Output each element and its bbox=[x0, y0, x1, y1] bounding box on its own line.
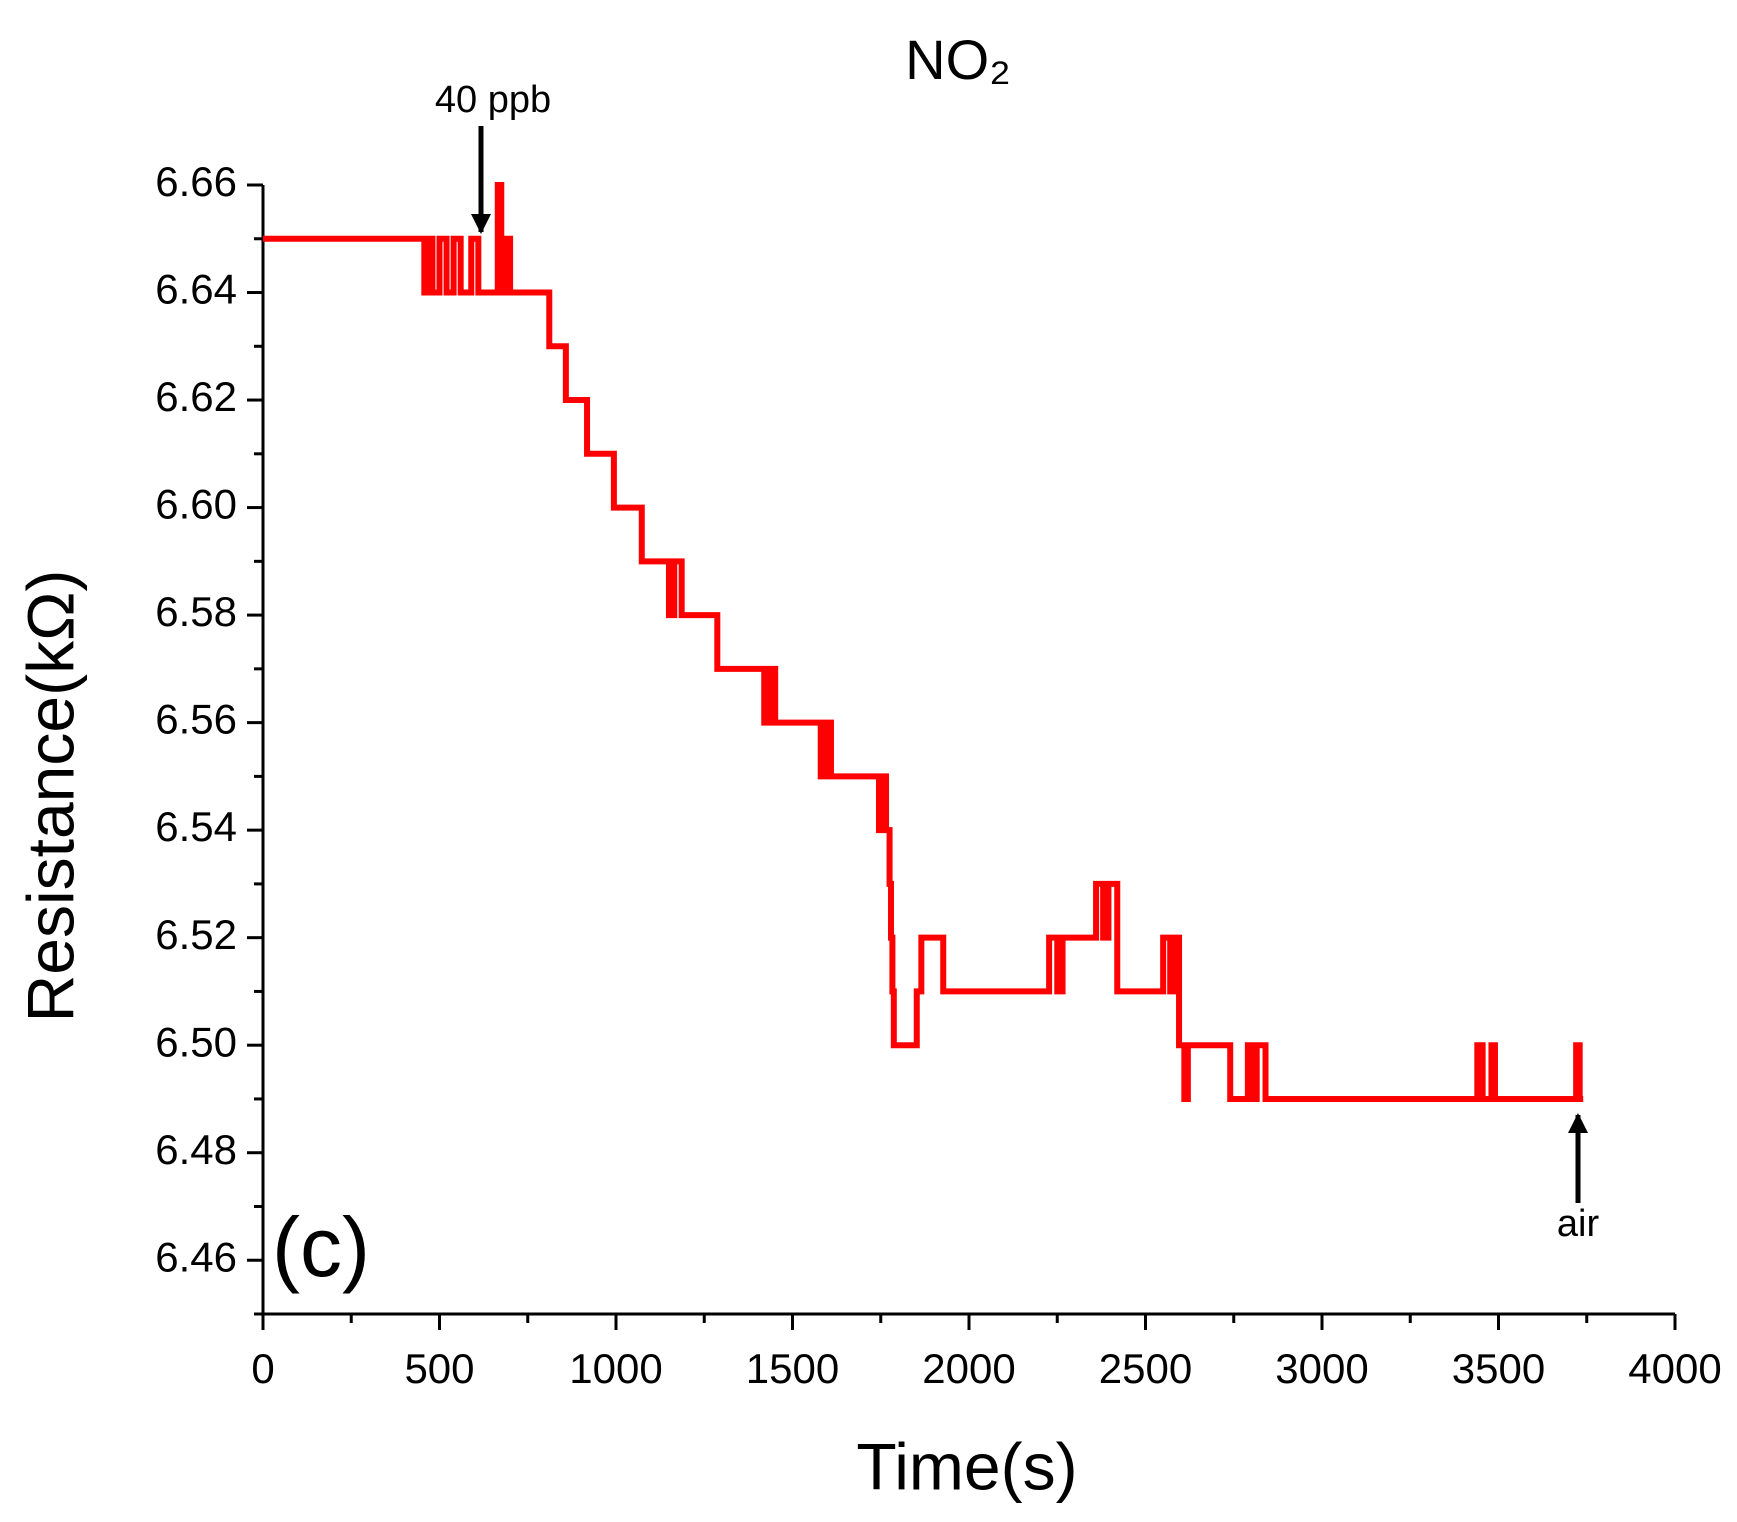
y-tick-label: 6.46 bbox=[155, 1233, 237, 1280]
x-tick-label: 3000 bbox=[1275, 1345, 1368, 1392]
y-tick-label: 6.58 bbox=[155, 588, 237, 635]
annotation: 40 ppb bbox=[435, 79, 551, 121]
y-tick-label: 6.66 bbox=[155, 158, 237, 205]
y-tick-label: 6.56 bbox=[155, 696, 237, 743]
x-axis-label: Time(s) bbox=[856, 1429, 1077, 1503]
x-tick-label: 0 bbox=[251, 1345, 274, 1392]
panel-label: (c) bbox=[272, 1200, 370, 1294]
y-tick-label: 6.60 bbox=[155, 481, 237, 528]
x-tick-label: 2000 bbox=[922, 1345, 1015, 1392]
x-tick-label: 500 bbox=[404, 1345, 474, 1392]
y-tick-label: 6.54 bbox=[155, 803, 237, 850]
y-tick-label: 6.48 bbox=[155, 1126, 237, 1173]
x-tick-label: 1500 bbox=[746, 1345, 839, 1392]
chart-title: NO₂ bbox=[905, 28, 1011, 91]
annotation: air bbox=[1557, 1203, 1600, 1245]
x-tick-label: 3500 bbox=[1452, 1345, 1545, 1392]
y-tick-label: 6.50 bbox=[155, 1018, 237, 1065]
y-tick-label: 6.64 bbox=[155, 266, 237, 313]
x-tick-label: 1000 bbox=[569, 1345, 662, 1392]
y-axis-label: Resistance(kΩ) bbox=[13, 570, 87, 1023]
x-tick-label: 4000 bbox=[1628, 1345, 1721, 1392]
y-tick-label: 6.52 bbox=[155, 911, 237, 958]
data-line bbox=[263, 182, 1584, 1102]
x-tick-label: 2500 bbox=[1099, 1345, 1192, 1392]
y-tick-label: 6.62 bbox=[155, 373, 237, 420]
